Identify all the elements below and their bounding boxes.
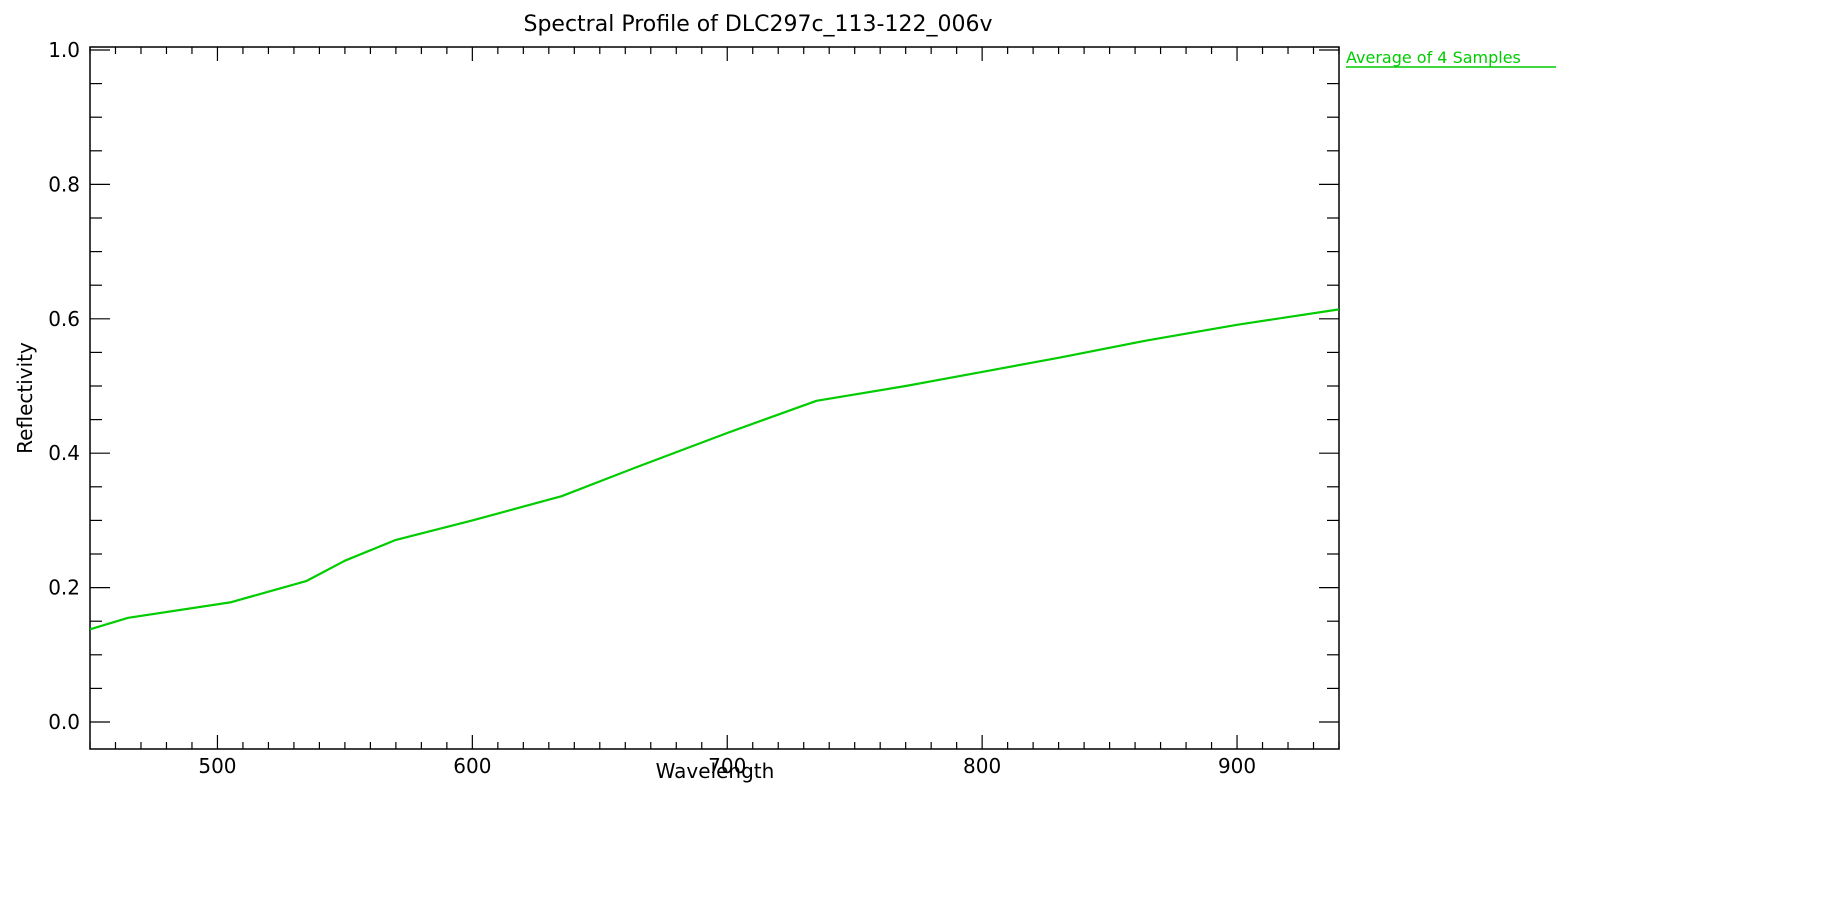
- y-tick-label: 0.8: [48, 172, 80, 196]
- y-tick-label: 1.0: [48, 38, 80, 62]
- y-tick-label: 0.6: [48, 307, 80, 331]
- x-tick-label: 800: [963, 754, 1001, 778]
- x-tick-label: 500: [198, 754, 236, 778]
- y-axis-label: Reflectivity: [13, 342, 37, 454]
- y-axis-ticks: 0.0 0.2 0.4 0.6 0.8 1.0: [48, 38, 1339, 734]
- y-tick-label: 0.2: [48, 576, 80, 600]
- legend-entry: Average of 4 Samples: [1346, 48, 1521, 67]
- x-tick-label: 900: [1218, 754, 1256, 778]
- y-tick-label: 0.0: [48, 710, 80, 734]
- x-tick-label: 600: [453, 754, 491, 778]
- x-axis-label: Wavelength: [656, 759, 775, 783]
- x-axis-ticks: 500 600 700 800 900: [89, 47, 1340, 778]
- chart-title: Spectral Profile of DLC297c_113-122_006v: [524, 12, 993, 37]
- series-layer: [89, 308, 1340, 631]
- y-tick-label: 0.4: [48, 441, 80, 465]
- series-line: [89, 308, 1340, 631]
- plot-frame: [89, 46, 1340, 750]
- x-tick-label: 700: [708, 754, 746, 778]
